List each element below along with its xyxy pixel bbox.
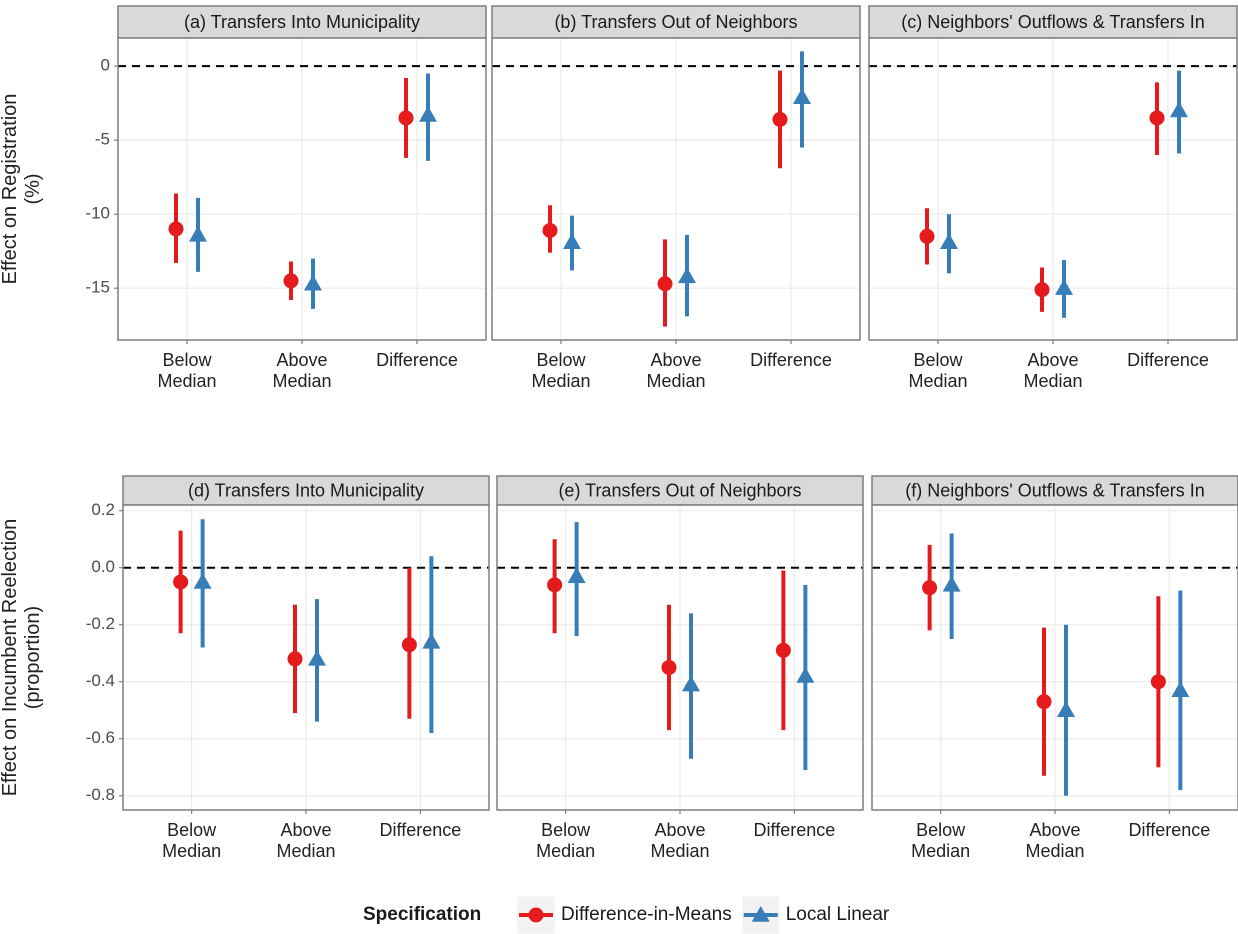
- point: [661, 659, 677, 675]
- panel-title: (c) Neighbors' Outflows & Transfers In: [901, 12, 1205, 32]
- y-axis-label: Effect on Registration(%): [0, 94, 44, 285]
- y-tick-label: -15: [85, 278, 110, 297]
- x-tick-label: Above Median: [1025, 820, 1085, 861]
- point: [772, 111, 788, 127]
- panel-border: [871, 504, 1238, 811]
- y-axis-label-line: Effect on Incumbent Reelection: [0, 519, 21, 797]
- point: [1150, 674, 1166, 690]
- point: [1055, 279, 1073, 295]
- panel-border: [117, 37, 487, 341]
- y-tick-label: -0.2: [86, 614, 115, 633]
- x-tick-label: Below Median: [162, 820, 222, 861]
- point: [775, 642, 791, 658]
- panel-title: (f) Neighbors' Outflows & Transfers In: [905, 480, 1205, 500]
- y-tick-label: -10: [85, 204, 110, 223]
- point: [547, 577, 563, 593]
- y-axis-label-line: (proportion): [22, 606, 44, 709]
- point: [1034, 282, 1050, 298]
- legend-title: Specification: [363, 904, 481, 925]
- panel-title: (a) Transfers Into Municipality: [184, 12, 420, 32]
- y-tick-label: -0.8: [86, 785, 115, 804]
- point: [567, 567, 586, 584]
- point: [287, 651, 303, 667]
- x-tick-label: Above Median: [1023, 350, 1083, 391]
- panel-title: (e) Transfers Out of Neighbors: [558, 480, 801, 500]
- legend-label: Difference-in-Means: [561, 904, 732, 925]
- legend-label: Local Linear: [786, 904, 890, 925]
- point: [657, 276, 673, 292]
- point: [419, 105, 437, 122]
- point: [942, 575, 961, 592]
- y-tick-label: -5: [95, 130, 110, 149]
- point: [563, 233, 581, 250]
- point: [1036, 694, 1052, 710]
- point: [173, 574, 189, 590]
- x-tick-label: Below Median: [157, 350, 217, 391]
- panel-border: [868, 37, 1238, 341]
- panel-title: (d) Transfers Into Municipality: [188, 480, 424, 500]
- x-tick-label: Difference: [376, 350, 458, 370]
- point: [398, 110, 414, 126]
- y-tick-label: -0.4: [86, 671, 115, 690]
- x-tick-label: Below Median: [531, 350, 591, 391]
- x-tick-label: Difference: [379, 820, 462, 840]
- strip: [871, 475, 1238, 506]
- x-tick-label: Below Median: [911, 820, 971, 861]
- point: [796, 667, 815, 683]
- point: [940, 233, 958, 250]
- point: [1170, 101, 1188, 118]
- point: [304, 274, 322, 291]
- strip: [117, 5, 487, 39]
- point: [283, 273, 299, 289]
- panel-border: [122, 504, 490, 811]
- point: [1057, 701, 1075, 717]
- point: [189, 225, 207, 242]
- strip: [122, 475, 490, 506]
- x-tick-label: Difference: [1128, 820, 1211, 840]
- point: [401, 637, 417, 653]
- panel-title: (b) Transfers Out of Neighbors: [554, 12, 797, 32]
- point: [682, 675, 700, 692]
- point: [422, 632, 441, 649]
- legend-marker: [528, 907, 544, 923]
- legend-marker: [751, 906, 770, 922]
- panel-border: [496, 504, 864, 811]
- y-axis-label-line: (%): [22, 173, 44, 204]
- x-tick-label: Difference: [1127, 350, 1209, 370]
- x-tick-label: Above Median: [276, 820, 336, 861]
- x-tick-label: Difference: [753, 820, 836, 840]
- x-tick-label: Below Median: [908, 350, 968, 391]
- point: [793, 88, 811, 104]
- point: [922, 580, 938, 596]
- point: [1149, 110, 1165, 126]
- point: [1171, 681, 1190, 698]
- y-tick-label: 0.0: [91, 557, 115, 576]
- x-tick-label: Difference: [750, 350, 832, 370]
- y-axis-label-line: Effect on Registration: [0, 94, 21, 285]
- point: [542, 222, 558, 238]
- x-tick-label: Above Median: [272, 350, 332, 391]
- x-tick-label: Above Median: [650, 820, 710, 861]
- x-tick-label: Above Median: [646, 350, 706, 391]
- point: [308, 649, 326, 666]
- x-tick-label: Below Median: [536, 820, 596, 861]
- y-tick-label: 0: [101, 56, 110, 75]
- panel-border: [491, 37, 861, 341]
- point: [919, 228, 935, 244]
- y-tick-label: 0.2: [91, 500, 115, 519]
- y-tick-label: -0.6: [86, 728, 115, 747]
- point: [193, 572, 212, 589]
- y-axis-label: Effect on Incumbent Reelection(proportio…: [0, 519, 44, 797]
- point: [168, 221, 184, 237]
- point: [678, 267, 696, 284]
